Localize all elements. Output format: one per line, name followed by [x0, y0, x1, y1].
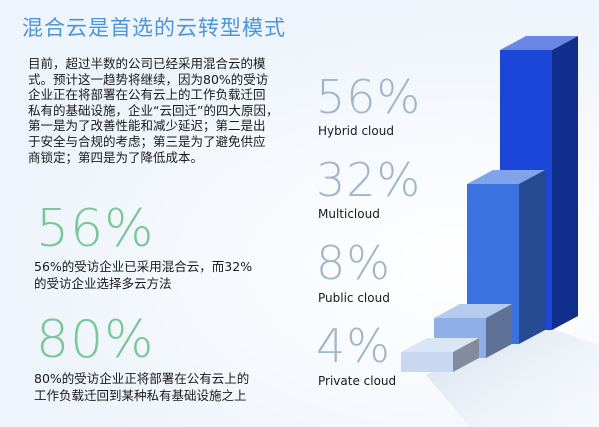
bar-multicloud-side — [519, 170, 545, 344]
page-title: 混合云是首选的云转型模式 — [22, 16, 286, 40]
value-label-public: 8% — [316, 236, 391, 290]
stat-56-description: 56%的受访企业已采用混合云，而32% 的受访企业选择多云方法 — [34, 258, 294, 292]
category-label-multicloud: Multicloud — [318, 207, 380, 221]
stat-56-value: 56% — [36, 199, 155, 259]
bar-private-cloud-front — [401, 352, 453, 372]
bar-multicloud-top — [467, 170, 545, 184]
stat-80-value: 80% — [36, 310, 155, 370]
intro-line: 第一是为了改善性能和减少延迟；第二是出 — [28, 118, 266, 134]
intro-paragraph: 目前，超过半数的公司已经采用混合云的模 式。预计这一趋势将继续，因为80%的受访… — [28, 56, 310, 165]
bar-private-cloud-side — [453, 338, 479, 372]
stat-desc-line: 56%的受访企业已采用混合云，而32% — [34, 259, 253, 274]
intro-line: 于安全与合规的考虑；第三是为了避免供应 — [28, 133, 266, 149]
category-label-hybrid: Hybrid cloud — [318, 124, 394, 138]
value-label-hybrid: 56% — [316, 70, 422, 124]
category-label-public: Public cloud — [318, 291, 390, 305]
value-label-multicloud: 32% — [316, 153, 422, 207]
bar-hybrid-cloud-top — [500, 36, 578, 50]
category-label-private: Private cloud — [318, 374, 397, 388]
bar-private-cloud-top — [401, 338, 479, 352]
intro-line: 企业正在将部署在公有云上的工作负载迁回 — [28, 87, 266, 103]
bar-public-cloud-top — [434, 304, 512, 318]
intro-line: 商锁定；第四是为了降低成本。 — [28, 149, 204, 165]
bar-shadow — [426, 325, 599, 427]
stat-desc-line: 80%的受访企业正将部署在公有云上的 — [34, 371, 250, 386]
stat-desc-line: 的受访企业选择多云方法 — [34, 276, 172, 291]
stat-80-description: 80%的受访企业正将部署在公有云上的 工作负载迁回到某种私有基础设施之上 — [34, 370, 294, 404]
value-label-private: 4% — [316, 319, 391, 373]
bar-public-cloud-side — [486, 304, 512, 358]
bar-hybrid-cloud-side — [552, 36, 578, 330]
intro-line: 私有的基础设施，企业“云回迁”的四大原因， — [28, 102, 279, 118]
intro-line: 式。预计这一趋势将继续，因为80%的受访 — [28, 71, 269, 87]
intro-line: 目前，超过半数的公司已经采用混合云的模 — [28, 56, 266, 71]
stat-desc-line: 工作负载迁回到某种私有基础设施之上 — [34, 388, 247, 403]
